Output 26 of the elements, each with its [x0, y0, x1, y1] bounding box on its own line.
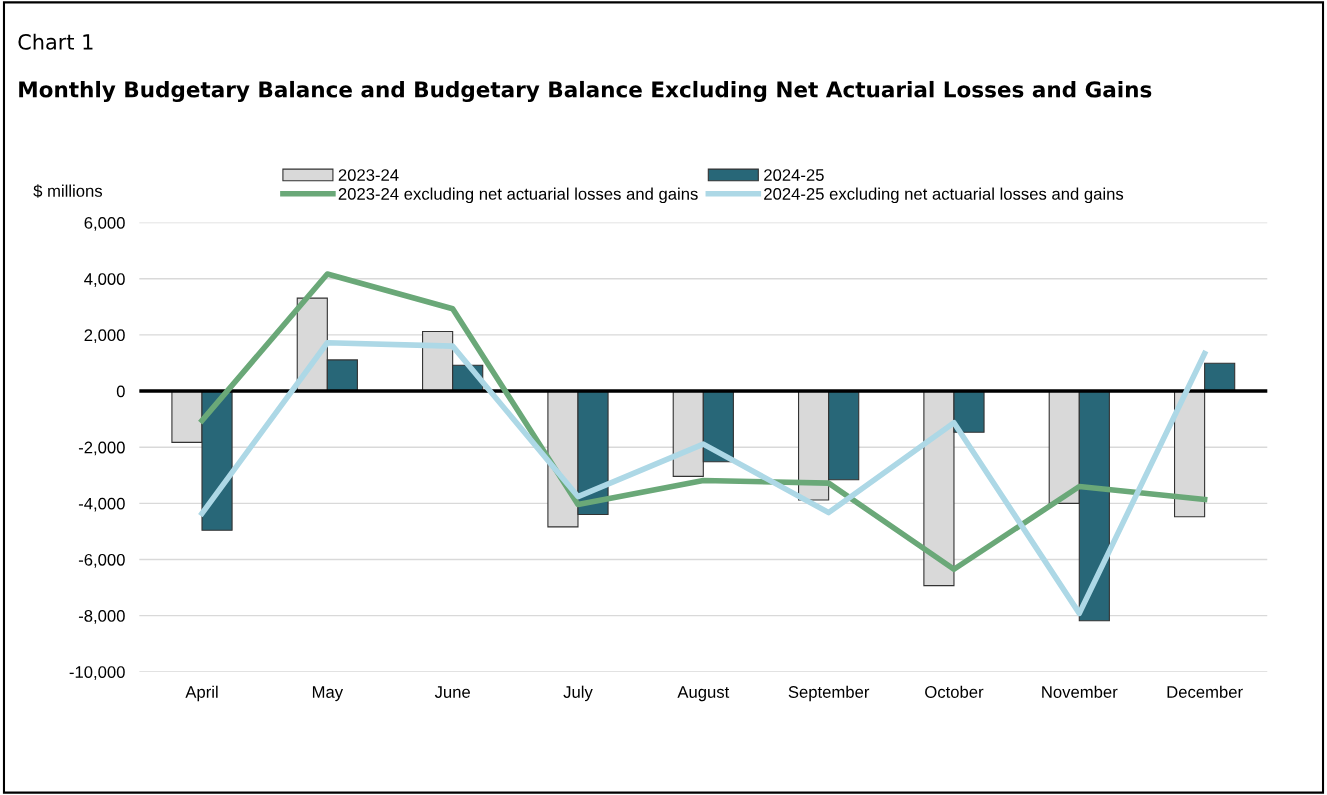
x-tick-label: September: [788, 685, 870, 702]
x-tick-label: December: [1167, 685, 1243, 698]
legend-label: 2024-25 excluding net actuarial losses and gains: [764, 187, 1124, 204]
y-tick-label: -10,000: [69, 666, 125, 680]
x-tick-label: July: [563, 685, 593, 702]
x-tick-label: June: [434, 686, 470, 698]
legend-label: 2024-25: [764, 169, 824, 181]
y-tick-label: -6,000: [78, 553, 125, 568]
y-tick-label: 0: [116, 385, 125, 398]
y-tick-label: 4,000: [84, 273, 125, 287]
x-tick-label: October: [925, 685, 984, 698]
x-tick-label: August: [677, 686, 730, 702]
y-axis-title: $ millions: [33, 184, 103, 198]
y-tick-label: -8,000: [78, 610, 125, 624]
legend-label: 2023-24: [338, 169, 399, 181]
y-tick-label: -4,000: [78, 497, 125, 512]
x-tick-label: April: [185, 685, 218, 702]
bar: [1204, 362, 1236, 392]
legend-label: 2023-24 excluding net actuarial losses and gains: [338, 187, 698, 204]
y-tick-label: 2,000: [84, 329, 125, 344]
y-tick-label: 6,000: [84, 217, 125, 231]
x-tick-label: November: [1042, 685, 1118, 698]
caption: Chart 1: [18, 33, 93, 50]
chart-title: Monthly Budgetary Balance and Budgetary Balance Excluding Net Actuarial Losses and Gains: [19, 80, 1152, 102]
x-tick-label: May: [312, 686, 344, 702]
y-tick-label: -2,000: [78, 441, 125, 456]
